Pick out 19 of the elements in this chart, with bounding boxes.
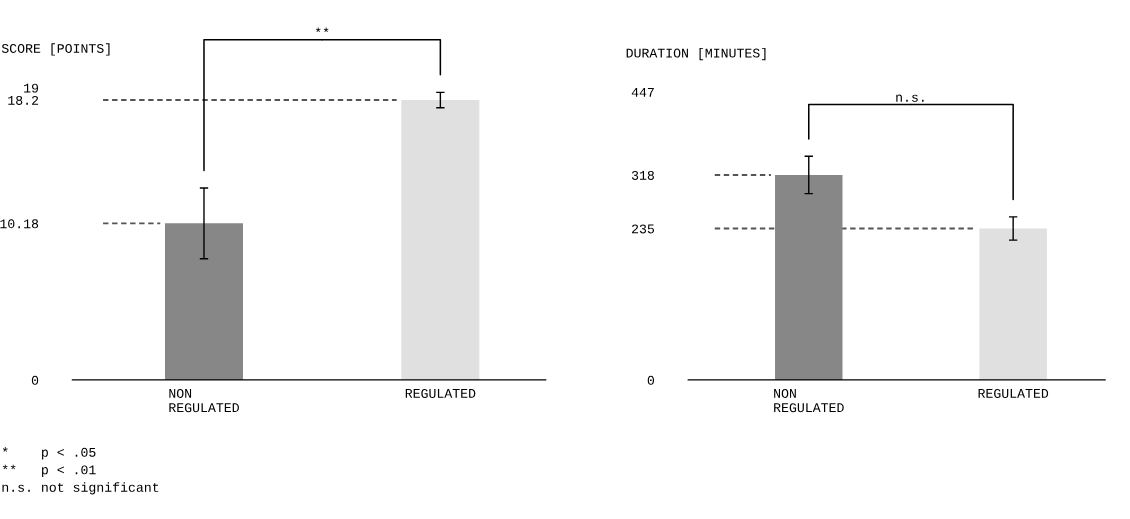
text: ** p < .01 [2,464,96,477]
y-tick-label: 447 [631,87,654,97]
x-tick-label: NON REGULATED [774,388,844,413]
y-tick-label: 318 [631,170,654,180]
y-axis-title: SCORE [POINTS] [1,43,110,56]
text: n.s. not significant [2,482,159,495]
y-tick-label: 0 [31,375,39,385]
y-axis-title: DURATION [MINUTES] [626,47,766,61]
y-tick-label: 235 [632,224,654,234]
text: * p < .05 [2,447,96,460]
text: ** [315,27,329,33]
x-tick-label: REGULATED [978,388,1049,398]
x-tick-label: REGULATED [405,388,476,398]
y-tick-label: 19 [24,83,39,93]
x-tick-label: NON REGULATED [169,388,239,413]
y-tick-label: 18.2 [8,95,39,105]
y-tick-label: 10.18 [0,219,39,229]
annotation: n.s. [896,94,924,102]
y-tick-label: 0 [647,375,655,385]
